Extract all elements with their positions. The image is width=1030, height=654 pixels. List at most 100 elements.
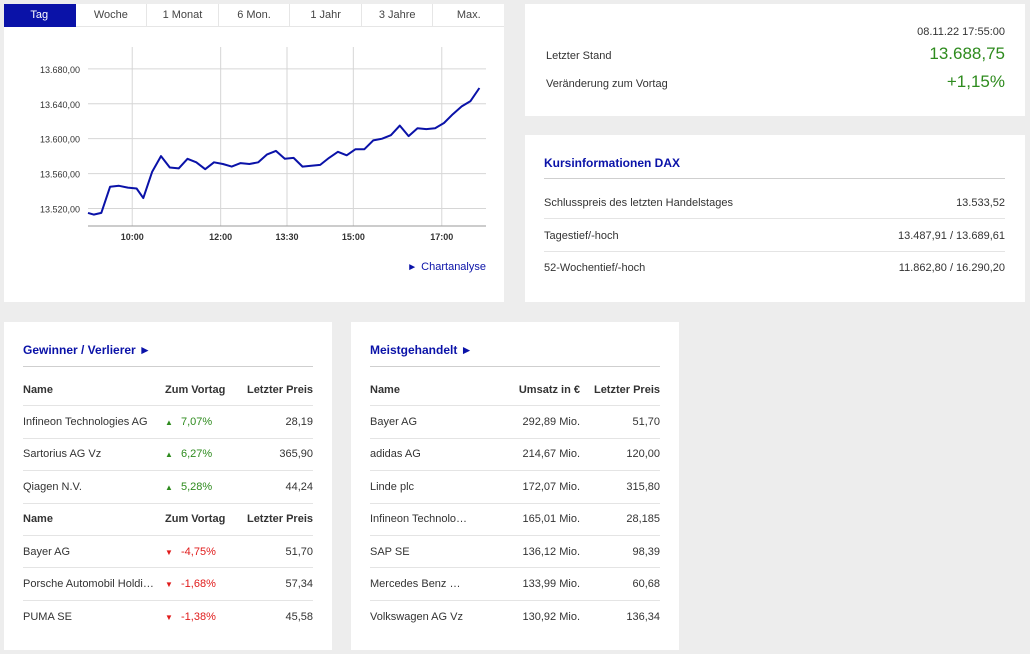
down-arrow-icon: ▼ xyxy=(165,612,173,622)
stock-price: 120,00 xyxy=(626,448,660,461)
stock-change: 6,27% xyxy=(181,448,213,461)
col-name: Name xyxy=(23,383,53,396)
title-divider xyxy=(544,178,1005,179)
info-row: Tagestief/-hoch 13.487,91 / 13.689,61 xyxy=(544,220,1005,252)
timeframe-tabs: Tag Woche 1 Monat 6 Mon. 1 Jahr 3 Jahre … xyxy=(4,4,505,27)
stock-name: Bayer AG xyxy=(23,545,71,558)
tab-6-months[interactable]: 6 Mon. xyxy=(218,4,291,27)
up-arrow-icon: ▲ xyxy=(165,482,173,492)
most-traded-table: Name Umsatz in € Letzter Preis Bayer AG … xyxy=(370,374,660,633)
col-change: Zum Vortag xyxy=(165,513,226,526)
stock-price: 136,34 xyxy=(626,610,660,623)
stock-price: 28,19 xyxy=(285,416,313,429)
stock-price: 51,70 xyxy=(285,545,313,558)
col-volume: Umsatz in € xyxy=(518,383,580,396)
table-row[interactable]: Infineon Technologies AG ▲ 7,07% 28,19 xyxy=(23,406,313,439)
table-header: Name Umsatz in € Letzter Preis xyxy=(370,374,660,407)
info-row-label: Schlusspreis des letzten Handelstages xyxy=(544,196,733,209)
table-header: Name Zum Vortag Letzter Preis xyxy=(23,504,313,536)
table-row[interactable]: adidas AG 214,67 Mio. 120,00 xyxy=(370,439,660,472)
chart-panel: Tag Woche 1 Monat 6 Mon. 1 Jahr 3 Jahre … xyxy=(4,4,505,302)
kursinfo-panel: Kursinformationen DAX Schlusspreis des l… xyxy=(525,135,1025,302)
stock-name: PUMA SE xyxy=(23,610,72,623)
stock-volume: 133,99 Mio. xyxy=(522,578,580,591)
stock-volume: 214,67 Mio. xyxy=(522,448,580,461)
stock-volume: 172,07 Mio. xyxy=(522,480,580,493)
last-price-value: 13.688,75 xyxy=(929,44,1005,63)
stock-name: Infineon Technologies AG xyxy=(370,513,476,526)
stock-name: Porsche Automobil Holding… xyxy=(23,578,165,591)
up-arrow-icon: ▲ xyxy=(165,418,173,428)
stock-name: Linde plc xyxy=(370,480,415,493)
stock-name: Bayer AG xyxy=(370,416,418,429)
table-row[interactable]: Mercedes Benz Group AG… 133,99 Mio. 60,6… xyxy=(370,568,660,601)
stock-price: 51,70 xyxy=(632,416,660,429)
stock-change: 7,07% xyxy=(181,416,213,429)
gainers-losers-table: Name Zum Vortag Letzter Preis Infineon T… xyxy=(23,374,313,633)
table-row[interactable]: PUMA SE ▼ -1,38% 45,58 xyxy=(23,601,313,633)
tab-1-month[interactable]: 1 Monat xyxy=(147,4,219,27)
stock-name: Mercedes Benz Group AG… xyxy=(370,578,476,591)
tab-week[interactable]: Woche xyxy=(75,4,148,27)
col-change: Zum Vortag xyxy=(165,383,226,396)
stock-price: 28,185 xyxy=(626,513,660,526)
stock-price: 57,34 xyxy=(285,578,313,591)
y-tick-label: 13.640,00 xyxy=(40,100,80,110)
stock-change: -4,75% xyxy=(181,545,216,558)
stock-price: 45,58 xyxy=(285,610,313,623)
chartanalyse-link[interactable]: ► Chartanalyse xyxy=(407,261,486,273)
title-divider xyxy=(370,366,660,367)
table-row[interactable]: Infineon Technologies AG 165,01 Mio. 28,… xyxy=(370,504,660,536)
x-tick-label: 13:30 xyxy=(275,232,298,242)
table-row[interactable]: Qiagen N.V. ▲ 5,28% 44,24 xyxy=(23,471,313,504)
stock-change: 5,28% xyxy=(181,480,213,493)
gainers-losers-panel: Gewinner / Verlierer ► Name Zum Vortag L… xyxy=(4,322,332,650)
quote-timestamp: 08.11.22 17:55:00 xyxy=(917,26,1005,38)
kursinfo-title: Kursinformationen DAX xyxy=(544,156,681,170)
table-row[interactable]: Bayer AG ▼ -4,75% 51,70 xyxy=(23,536,313,569)
change-value: +1,15% xyxy=(946,72,1005,91)
info-row-value: 11.862,80 / 16.290,20 xyxy=(898,262,1005,274)
tab-day[interactable]: Tag xyxy=(4,4,76,27)
stock-price: 98,39 xyxy=(632,545,660,558)
info-row-value: 13.487,91 / 13.689,61 xyxy=(897,229,1005,242)
stock-volume: 165,01 Mio. xyxy=(522,513,580,526)
x-tick-label: 12:00 xyxy=(209,232,232,242)
table-row[interactable]: SAP SE 136,12 Mio. 98,39 xyxy=(370,536,660,569)
table-row[interactable]: Sartorius AG Vz ▲ 6,27% 365,90 xyxy=(23,439,313,472)
quote-panel: 08.11.22 17:55:00 Letzter Stand 13.688,7… xyxy=(525,4,1025,116)
x-tick-label: 10:00 xyxy=(121,232,144,242)
y-tick-label: 13.520,00 xyxy=(40,205,80,215)
last-price-row: Letzter Stand 13.688,75 xyxy=(546,44,1005,64)
stock-volume: 130,92 Mio. xyxy=(522,610,580,623)
stock-name: adidas AG xyxy=(370,448,421,461)
info-row-value: 13.533,52 xyxy=(956,196,1005,209)
col-price: Letzter Preis xyxy=(246,513,313,526)
table-row[interactable]: Bayer AG 292,89 Mio. 51,70 xyxy=(370,406,660,439)
tab-1-year[interactable]: 1 Jahr xyxy=(290,4,362,27)
last-price-label: Letzter Stand xyxy=(546,50,612,62)
down-arrow-icon: ▼ xyxy=(165,547,173,557)
y-tick-label: 13.600,00 xyxy=(40,135,80,145)
table-row[interactable]: Volkswagen AG Vz 130,92 Mio. 136,34 xyxy=(370,601,660,633)
stock-price: 60,68 xyxy=(632,578,660,591)
stock-price: 315,80 xyxy=(626,480,660,493)
play-icon: ► xyxy=(407,262,418,273)
col-price: Letzter Preis xyxy=(246,383,313,396)
stock-price: 365,90 xyxy=(279,448,313,461)
most-traded-title[interactable]: Meistgehandelt ► xyxy=(370,343,473,357)
table-header: Name Zum Vortag Letzter Preis xyxy=(23,374,313,407)
col-name: Name xyxy=(23,513,53,526)
table-row[interactable]: Linde plc 172,07 Mio. 315,80 xyxy=(370,471,660,504)
x-tick-label: 15:00 xyxy=(342,232,365,242)
stock-volume: 292,89 Mio. xyxy=(522,416,580,429)
table-row[interactable]: Porsche Automobil Holding… ▼ -1,68% 57,34 xyxy=(23,568,313,601)
gainers-losers-title[interactable]: Gewinner / Verlierer ► xyxy=(23,343,151,357)
stock-name: Volkswagen AG Vz xyxy=(370,610,463,623)
info-row: 52-Wochentief/-hoch 11.862,80 / 16.290,2… xyxy=(544,252,1005,284)
tab-max[interactable]: Max. xyxy=(433,4,505,27)
stock-change: -1,38% xyxy=(181,610,216,623)
info-row-label: 52-Wochentief/-hoch xyxy=(544,262,646,274)
stock-volume: 136,12 Mio. xyxy=(522,545,580,558)
tab-3-years[interactable]: 3 Jahre xyxy=(361,4,434,27)
